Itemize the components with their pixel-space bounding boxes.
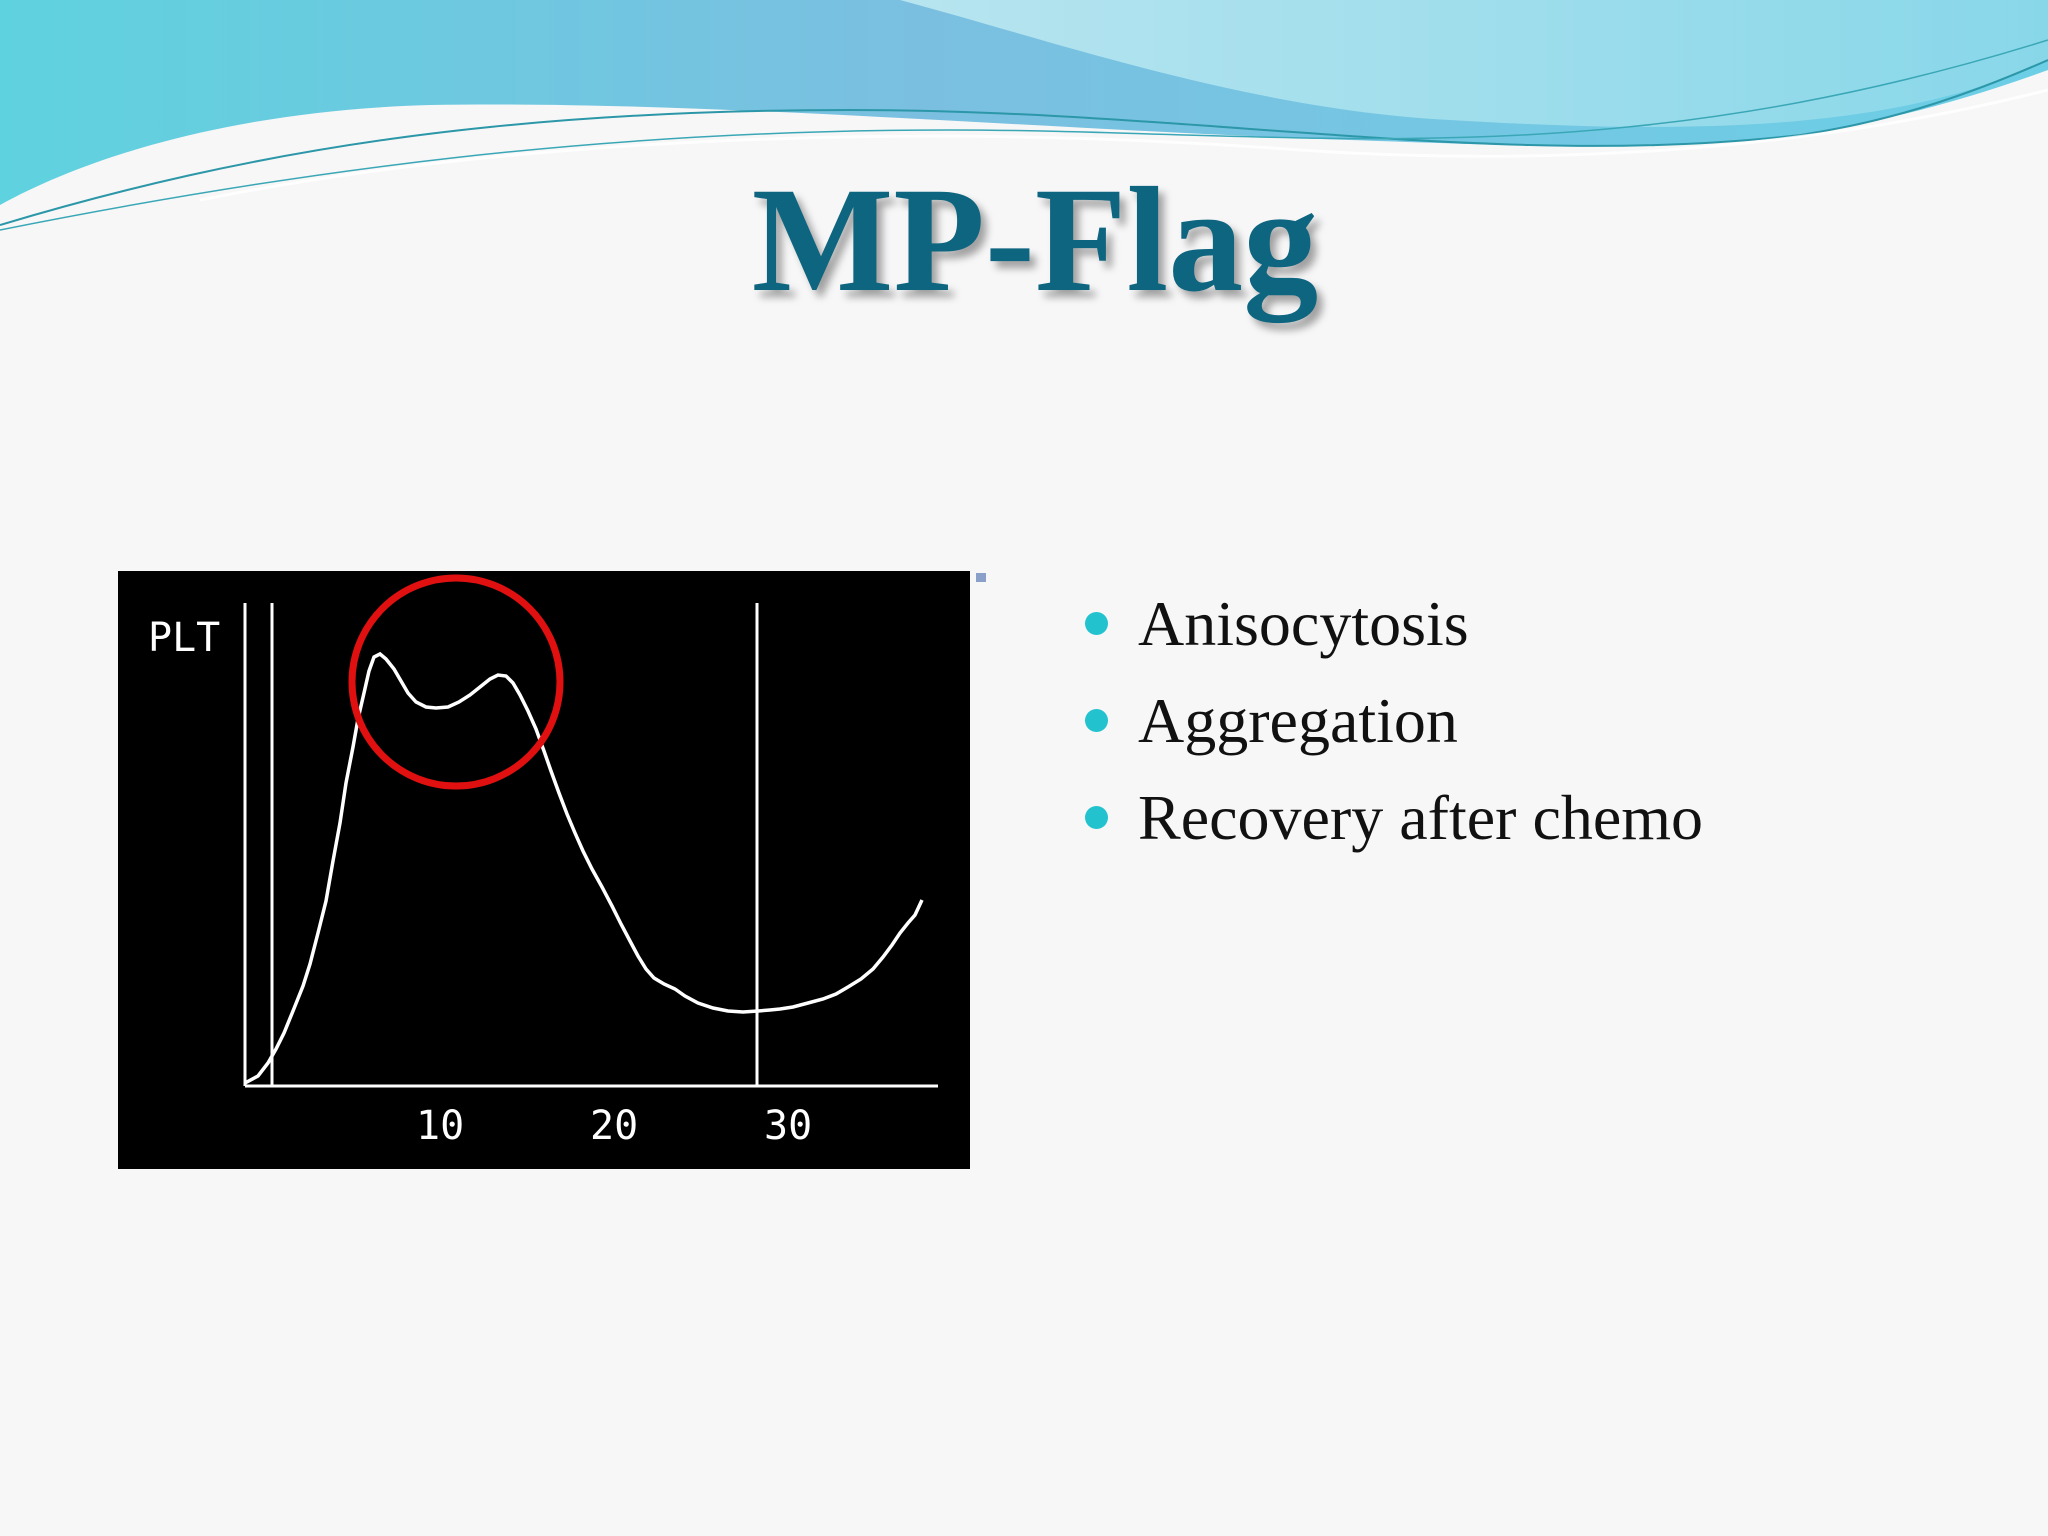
bullet-item: Recovery after chemo xyxy=(1085,769,1703,866)
image-resize-handle xyxy=(976,573,986,582)
slide-title: MP-Flag xyxy=(751,157,1319,323)
bullet-text: Recovery after chemo xyxy=(1138,781,1704,853)
bullet-item: Anisocytosis xyxy=(1085,575,1703,672)
bullet-list: Anisocytosis Aggregation Recovery after … xyxy=(1085,575,1703,866)
bullet-text: Anisocytosis xyxy=(1138,587,1469,659)
distribution-curve xyxy=(244,651,924,1085)
bullet-item: Aggregation xyxy=(1085,672,1703,769)
bullet-dot-icon xyxy=(1085,612,1108,635)
x-tick-label: 10 xyxy=(416,1103,464,1149)
bullet-dot-icon xyxy=(1085,709,1108,732)
plt-histogram-graphic: PLT 10 20 30 xyxy=(148,574,938,1149)
plt-histogram-image: PLT 10 20 30 xyxy=(118,571,970,1169)
header-wave-decoration xyxy=(0,0,2048,231)
histogram-label: PLT xyxy=(148,615,220,661)
x-tick-label: 20 xyxy=(590,1103,638,1149)
bullet-text: Aggregation xyxy=(1138,684,1458,756)
bullet-dot-icon xyxy=(1085,806,1108,829)
x-tick-label: 30 xyxy=(764,1103,812,1149)
highlight-circle xyxy=(348,574,564,790)
